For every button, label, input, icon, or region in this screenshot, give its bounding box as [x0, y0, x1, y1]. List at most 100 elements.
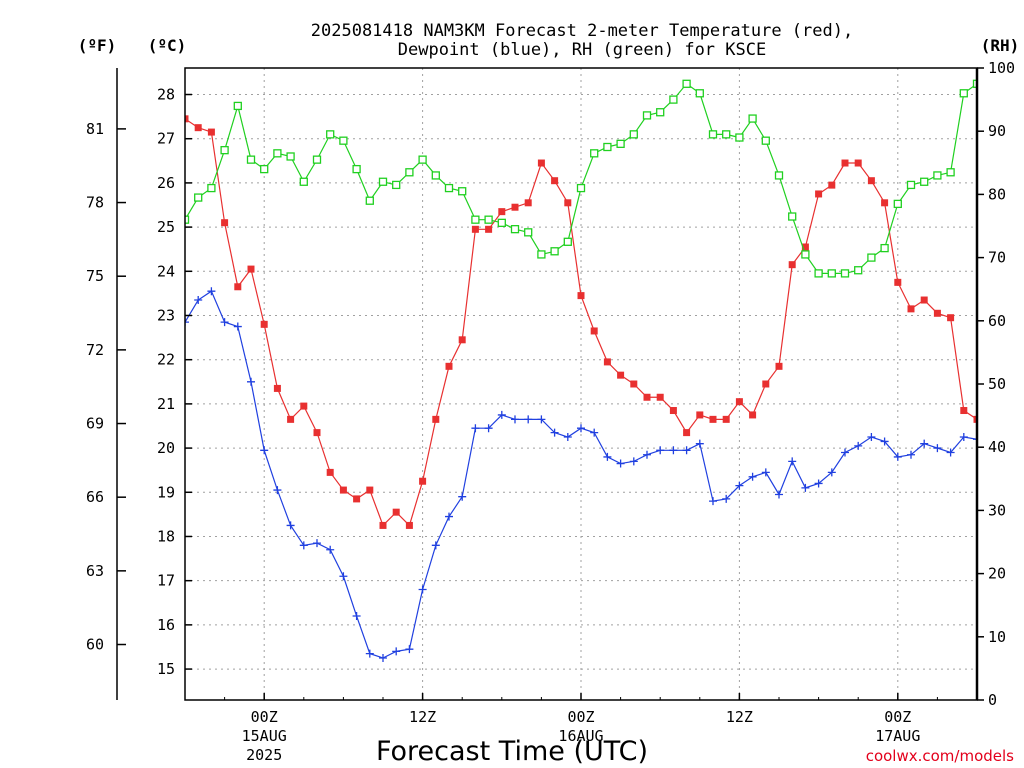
temperature-point — [603, 358, 611, 366]
dewpoint-point — [735, 481, 744, 490]
temperature-point — [960, 407, 968, 415]
temperature-point — [696, 411, 704, 419]
rh-tick-label: 60 — [988, 312, 1006, 330]
rh-point — [629, 130, 638, 139]
c-tick-label: 24 — [157, 262, 175, 280]
celsius-unit-label: (ºC) — [148, 36, 187, 55]
x-tick-label: 00Z — [251, 708, 278, 726]
temperature-point — [471, 225, 479, 233]
rh-point — [603, 142, 612, 152]
dewpoint-point — [273, 486, 282, 495]
x-axis-label: Forecast Time (UTC) — [376, 736, 648, 767]
c-tick-label: 15 — [157, 660, 175, 678]
temperature-point — [260, 320, 268, 328]
x-tick-label: 12Z — [726, 708, 753, 726]
dewpoint-point — [959, 433, 968, 442]
rh-point — [431, 171, 440, 180]
rh-tick-label: 0 — [988, 691, 997, 709]
rh-point — [788, 212, 797, 221]
temperature-point — [656, 393, 664, 401]
temperature-point — [326, 468, 334, 476]
dewpoint-point — [563, 433, 572, 442]
dewpoint-point — [405, 645, 414, 654]
temperature-point — [933, 309, 941, 317]
rh-point — [444, 183, 454, 193]
f-tick-label: 66 — [86, 488, 104, 506]
dewpoint-point — [841, 448, 849, 457]
rh-point — [484, 215, 493, 224]
rh-tick-label: 20 — [988, 565, 1006, 583]
temperature-point — [828, 181, 836, 189]
temperature-point — [617, 371, 625, 379]
c-tick-label: 19 — [157, 483, 175, 501]
rh-point — [246, 155, 256, 164]
temperature-point — [185, 115, 189, 123]
rh-point — [801, 250, 810, 259]
dewpoint-point — [352, 612, 361, 621]
dewpoint-point — [247, 377, 255, 386]
dewpoint-point — [207, 287, 216, 296]
temperature-point — [524, 199, 532, 207]
dewpoint-point — [643, 450, 651, 459]
f-tick-label: 81 — [86, 120, 104, 138]
rh-point — [405, 168, 414, 177]
c-tick-label: 28 — [157, 86, 175, 104]
temperature-point — [207, 128, 215, 136]
rh-point — [669, 95, 678, 104]
temperature-point — [643, 393, 651, 401]
dewpoint-point — [722, 494, 731, 503]
dewpoint-point — [379, 654, 387, 663]
rh-point — [722, 130, 731, 139]
f-tick-label: 60 — [86, 636, 104, 654]
dewpoint-point — [484, 424, 493, 433]
temperature-point — [551, 177, 559, 185]
dewpoint-point — [656, 446, 665, 455]
dewpoint-point — [854, 441, 863, 450]
rh-point — [185, 215, 190, 224]
rh-point — [220, 146, 229, 155]
rh-point — [840, 269, 850, 278]
temperature-point — [920, 296, 928, 304]
rh-point — [590, 149, 599, 158]
dewpoint-point — [761, 468, 770, 477]
series-rh — [185, 79, 977, 278]
temperature-point — [498, 208, 506, 216]
rh-point — [273, 149, 282, 158]
dewpoint-point — [286, 521, 295, 530]
c-tick-label: 16 — [157, 616, 175, 634]
dewpoint-point — [365, 649, 374, 658]
c-tick-label: 17 — [157, 572, 175, 590]
rh-point — [682, 79, 691, 88]
dewpoint-point — [801, 483, 810, 492]
dewpoint-point — [907, 450, 915, 459]
dewpoint-point — [511, 415, 519, 424]
temperature-point — [511, 203, 519, 211]
dewpoint-point — [458, 492, 467, 501]
dewpoint-point — [788, 457, 797, 466]
series-temperature — [185, 115, 977, 529]
dewpoint-point — [893, 452, 902, 461]
rh-tick-label: 40 — [988, 438, 1006, 456]
chart-title-line-1: 2025081418 NAM3KM Forecast 2-meter Tempe… — [311, 21, 853, 41]
rh-point — [418, 155, 427, 164]
rh-point — [708, 130, 718, 139]
series-layer — [185, 79, 977, 663]
rh-unit-label: (RH) — [981, 36, 1020, 55]
dewpoint-point — [933, 444, 942, 453]
dewpoint-point — [827, 468, 836, 477]
f-tick-label: 63 — [86, 562, 104, 580]
x-tick-sublabel: 17AUG — [875, 727, 920, 745]
temperature-point — [867, 177, 875, 185]
temperature-point — [287, 415, 295, 423]
rh-point — [827, 269, 836, 278]
chart-title-line-2: Dewpoint (blue), RH (green) for KSCE — [398, 40, 766, 60]
temperature-point — [458, 336, 466, 344]
dewpoint-point — [577, 424, 585, 433]
dewpoint-point — [682, 446, 691, 455]
dewpoint-point — [946, 448, 955, 457]
rh-point — [497, 218, 506, 227]
rh-point — [233, 101, 242, 111]
dewpoint-point — [973, 435, 977, 444]
x-tick-sublabel: 16AUG — [558, 727, 603, 745]
